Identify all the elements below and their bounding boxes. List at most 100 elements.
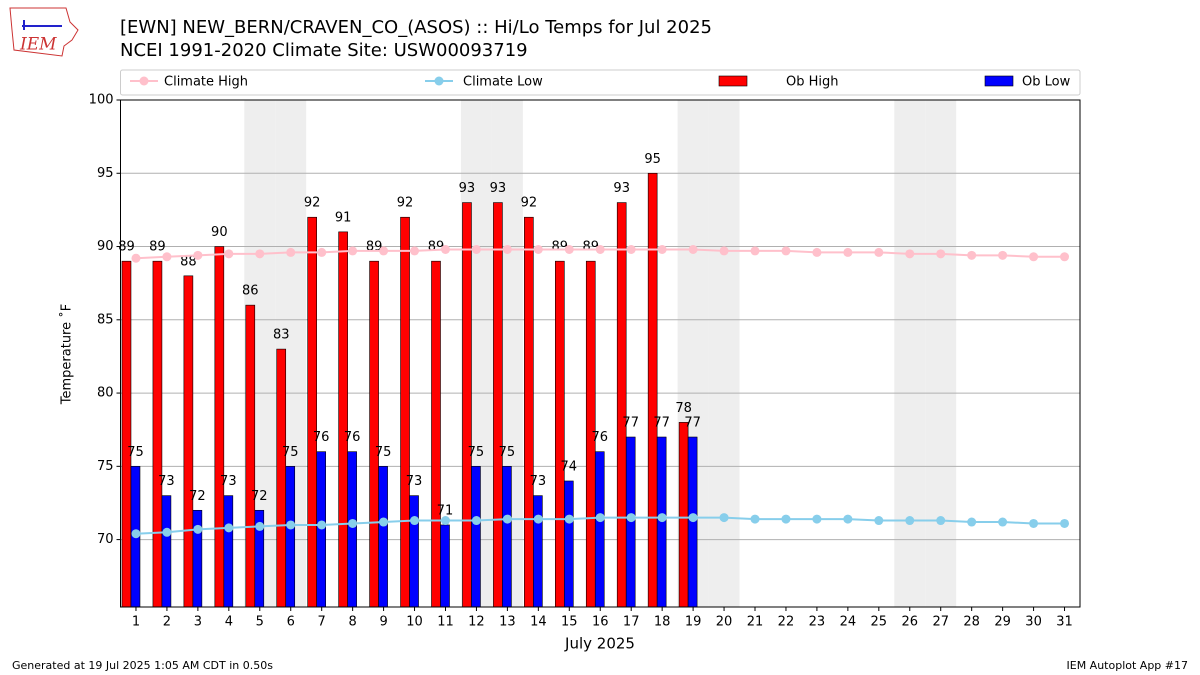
line-point: [905, 249, 915, 259]
x-tick-label: 7: [318, 615, 326, 630]
bar-value-label: 75: [499, 445, 516, 460]
bar-value-label: 89: [552, 240, 569, 255]
line-point: [410, 246, 420, 256]
line-point: [595, 244, 605, 254]
line-point: [874, 516, 884, 526]
line-point: [193, 524, 203, 534]
bar: [616, 202, 627, 608]
line-point: [967, 517, 977, 527]
chart-subtitle: NCEI 1991-2020 Climate Site: USW00093719: [120, 40, 528, 61]
bar-value-label: 92: [521, 196, 538, 211]
bar: [400, 216, 410, 608]
line-point: [131, 529, 141, 539]
chart-title: [EWN] NEW_BERN/CRAVEN_CO_(ASOS) :: Hi/Lo…: [120, 17, 712, 38]
line-point: [843, 514, 853, 524]
legend-swatch: [984, 75, 1014, 87]
x-tick-label: 22: [778, 615, 795, 630]
line-point: [224, 523, 234, 533]
bar: [276, 348, 287, 608]
line-point: [162, 527, 172, 537]
line-point: [936, 249, 946, 259]
legend-label: Ob High: [786, 75, 839, 90]
bar-value-label: 74: [561, 459, 578, 474]
bar-value-label: 93: [459, 181, 476, 196]
line-point: [843, 247, 853, 257]
line-point: [719, 246, 729, 256]
x-tick-label: 26: [901, 615, 918, 630]
footer-left: Generated at 19 Jul 2025 1:05 AM CDT in …: [12, 659, 273, 672]
line-point: [688, 513, 698, 523]
line-point: [1029, 518, 1039, 528]
x-tick-label: 30: [1025, 615, 1042, 630]
bar: [502, 466, 512, 608]
line-point: [812, 247, 822, 257]
bar-value-label: 92: [304, 196, 321, 211]
bar: [307, 216, 317, 608]
x-tick-label: 2: [163, 615, 171, 630]
x-tick-label: 8: [348, 615, 356, 630]
line-point: [657, 513, 667, 523]
y-tick-label: 100: [89, 93, 114, 108]
line-point: [750, 514, 760, 524]
bar-value-label: 89: [582, 240, 599, 255]
x-tick-label: 19: [685, 615, 702, 630]
line-point: [471, 244, 481, 254]
x-tick-label: 12: [468, 615, 485, 630]
x-tick-label: 1: [132, 615, 140, 630]
line-point: [317, 520, 327, 530]
line-point: [471, 516, 481, 526]
line-point: [255, 249, 265, 259]
line-point: [533, 244, 543, 254]
x-tick-label: 20: [716, 615, 733, 630]
y-tick-label: 80: [97, 386, 114, 401]
bar: [440, 524, 450, 608]
line-point: [781, 514, 791, 524]
bar: [678, 422, 689, 608]
bar-value-label: 73: [220, 474, 237, 489]
line-point: [193, 250, 203, 260]
bar: [161, 495, 172, 608]
bar: [462, 202, 472, 608]
plot-frame: [120, 99, 1081, 608]
shaded-day: [894, 100, 926, 607]
line-point: [440, 516, 450, 526]
bar-value-label: 77: [653, 416, 670, 431]
line-point: [502, 244, 512, 254]
bar-value-label: 89: [118, 240, 135, 255]
bar-value-label: 76: [344, 430, 361, 445]
bar-value-label: 95: [644, 152, 661, 167]
y-tick-label: 70: [97, 532, 114, 547]
bar-value-label: 73: [406, 474, 423, 489]
y-tick-label: 75: [97, 459, 114, 474]
x-tick-label: 25: [871, 615, 888, 630]
legend-label: Climate Low: [463, 75, 543, 90]
logo-text: IEM: [19, 35, 57, 55]
line-point: [967, 250, 977, 260]
bar: [533, 495, 543, 608]
legend-swatch: [718, 75, 748, 87]
bar: [431, 260, 441, 608]
x-tick-label: 17: [623, 615, 640, 630]
x-tick-label: 4: [225, 615, 233, 630]
line-point: [564, 514, 574, 524]
bar-value-label: 86: [242, 284, 259, 299]
legend-label: Ob Low: [1022, 75, 1071, 90]
bar: [223, 495, 234, 608]
line-point: [348, 246, 358, 256]
bar: [192, 509, 203, 608]
bar-value-label: 73: [530, 474, 547, 489]
bar: [647, 172, 658, 608]
line-point: [286, 247, 296, 257]
bar-value-label: 71: [437, 503, 454, 518]
bar: [214, 246, 225, 608]
line-point: [224, 249, 234, 259]
line-point: [440, 244, 450, 254]
x-tick-label: 13: [499, 615, 516, 630]
line-point: [564, 244, 574, 254]
x-tick-label: 18: [654, 615, 671, 630]
bar: [471, 466, 481, 608]
x-axis-label: July 2025: [564, 635, 635, 653]
line-point: [719, 513, 729, 523]
line-point: [1060, 518, 1070, 528]
